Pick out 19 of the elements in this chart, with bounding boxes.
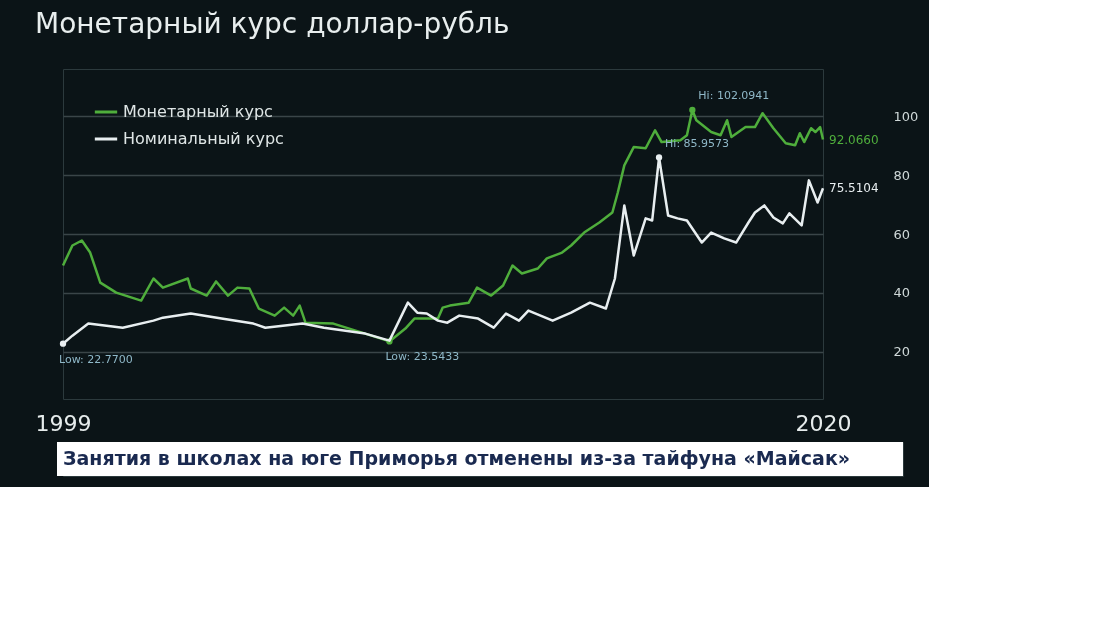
y-tick-label: 80 xyxy=(893,167,911,183)
chart-title: Монетарный курс доллар-рубль xyxy=(35,7,510,40)
legend-label: Монетарный курс xyxy=(123,102,273,121)
x-tick-label: 2020 xyxy=(795,410,852,436)
y-tick-label: 60 xyxy=(893,226,911,242)
x-tick-label: 1999 xyxy=(35,410,92,436)
data-label: Low: 22.7700 xyxy=(59,352,133,366)
point xyxy=(655,154,663,161)
data-label: Hi: 102.0941 xyxy=(698,88,770,102)
data-label: 75.5104 xyxy=(829,181,879,196)
y-tick-label: 20 xyxy=(893,344,911,360)
y-tick-label: 100 xyxy=(893,108,919,124)
data-label: Low: 23.5433 xyxy=(385,350,460,364)
point xyxy=(59,340,67,347)
y-tick-label: 40 xyxy=(893,285,911,301)
legend-label: Номинальный курс xyxy=(123,129,284,148)
text: Занятия в школах на юге Приморья отменены из-за тайфуна «Майсак» xyxy=(63,447,851,469)
point xyxy=(689,106,696,114)
data-label: 92.0660 xyxy=(829,132,879,147)
